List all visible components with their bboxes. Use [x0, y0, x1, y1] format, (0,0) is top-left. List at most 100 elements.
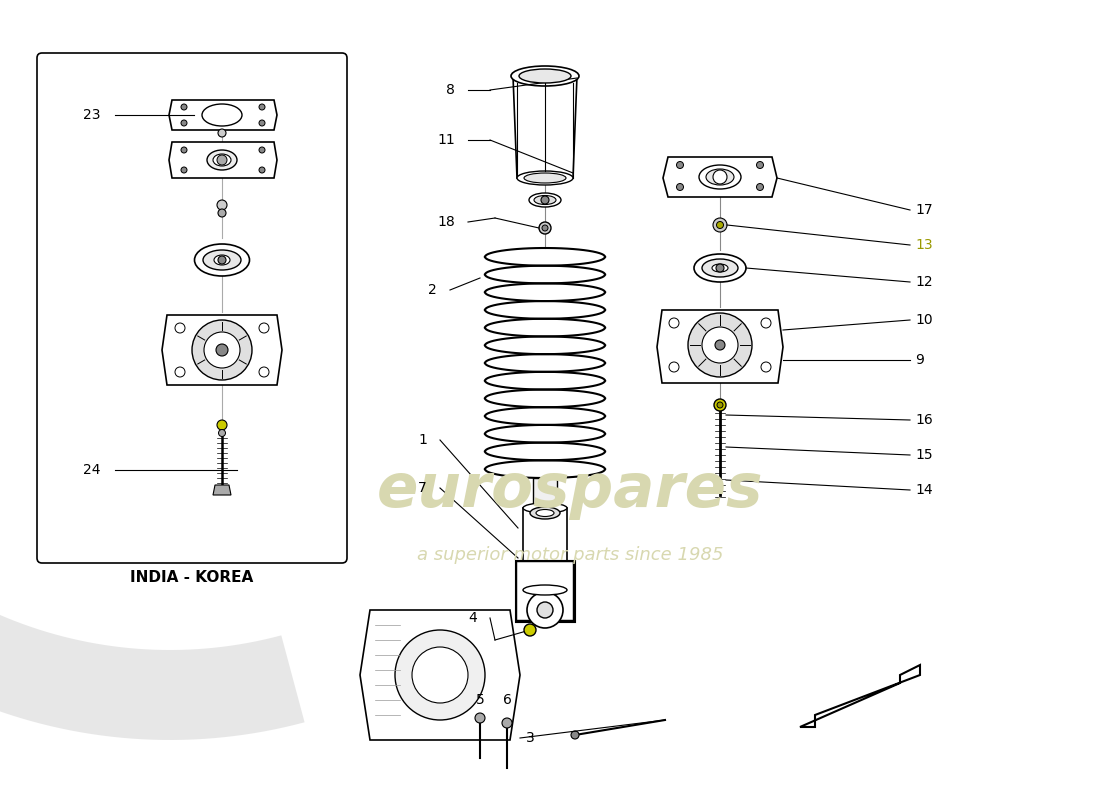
Text: 11: 11: [438, 133, 455, 147]
Text: 9: 9: [915, 353, 924, 367]
Circle shape: [218, 256, 226, 264]
Text: 18: 18: [438, 215, 455, 229]
Circle shape: [258, 104, 265, 110]
Circle shape: [761, 318, 771, 328]
Circle shape: [714, 399, 726, 411]
Circle shape: [761, 362, 771, 372]
Circle shape: [716, 264, 724, 272]
Ellipse shape: [195, 244, 250, 276]
Circle shape: [182, 147, 187, 153]
Circle shape: [717, 402, 723, 408]
Text: 8: 8: [447, 83, 455, 97]
Circle shape: [218, 209, 226, 217]
Text: 1: 1: [418, 433, 427, 447]
Text: 2: 2: [428, 283, 437, 297]
Text: 23: 23: [82, 108, 100, 122]
Circle shape: [182, 104, 187, 110]
Circle shape: [757, 183, 763, 190]
Circle shape: [182, 120, 187, 126]
Circle shape: [669, 318, 679, 328]
Ellipse shape: [202, 104, 242, 126]
Circle shape: [258, 367, 270, 377]
Ellipse shape: [694, 254, 746, 282]
Circle shape: [716, 222, 724, 229]
Circle shape: [258, 120, 265, 126]
Ellipse shape: [204, 250, 241, 270]
Circle shape: [217, 155, 227, 165]
Ellipse shape: [529, 193, 561, 207]
Ellipse shape: [524, 173, 567, 183]
Circle shape: [713, 218, 727, 232]
Polygon shape: [534, 478, 557, 508]
Circle shape: [475, 713, 485, 723]
Ellipse shape: [536, 510, 554, 517]
Text: 10: 10: [915, 313, 933, 327]
Ellipse shape: [706, 169, 734, 185]
Ellipse shape: [213, 154, 231, 166]
Circle shape: [258, 167, 265, 173]
Text: 7: 7: [418, 481, 427, 495]
Text: 3: 3: [526, 731, 535, 745]
Polygon shape: [522, 508, 566, 590]
Polygon shape: [169, 100, 277, 130]
Ellipse shape: [214, 255, 230, 265]
Circle shape: [217, 420, 227, 430]
Circle shape: [713, 170, 727, 184]
Text: a superior motor parts since 1985: a superior motor parts since 1985: [417, 546, 724, 564]
Circle shape: [537, 602, 553, 618]
Circle shape: [541, 196, 549, 204]
Polygon shape: [513, 76, 578, 178]
Polygon shape: [657, 310, 783, 383]
Ellipse shape: [712, 264, 728, 272]
Circle shape: [218, 129, 226, 137]
Ellipse shape: [517, 171, 573, 185]
Polygon shape: [360, 610, 520, 740]
Circle shape: [258, 323, 270, 333]
Circle shape: [395, 630, 485, 720]
Circle shape: [219, 430, 225, 437]
Circle shape: [527, 592, 563, 628]
Circle shape: [217, 200, 227, 210]
Circle shape: [757, 162, 763, 169]
Text: 6: 6: [503, 693, 512, 707]
Ellipse shape: [702, 259, 738, 277]
Circle shape: [688, 313, 752, 377]
Ellipse shape: [534, 195, 556, 205]
Circle shape: [676, 183, 683, 190]
Circle shape: [412, 647, 468, 703]
Circle shape: [204, 332, 240, 368]
Ellipse shape: [207, 150, 236, 170]
Text: 24: 24: [82, 463, 100, 477]
Polygon shape: [169, 142, 277, 178]
Circle shape: [539, 222, 551, 234]
Circle shape: [676, 162, 683, 169]
Text: 13: 13: [915, 238, 933, 252]
Circle shape: [192, 320, 252, 380]
Circle shape: [502, 718, 512, 728]
Ellipse shape: [522, 503, 566, 513]
Text: 17: 17: [915, 203, 933, 217]
Polygon shape: [0, 0, 430, 740]
Text: 5: 5: [475, 693, 484, 707]
Text: 4: 4: [469, 611, 477, 625]
Circle shape: [669, 362, 679, 372]
Circle shape: [216, 344, 228, 356]
Polygon shape: [162, 315, 282, 385]
Ellipse shape: [530, 507, 560, 519]
Polygon shape: [663, 157, 777, 197]
Text: 12: 12: [915, 275, 933, 289]
Circle shape: [542, 225, 548, 231]
Circle shape: [524, 624, 536, 636]
Polygon shape: [213, 485, 231, 495]
Circle shape: [258, 147, 265, 153]
Polygon shape: [800, 665, 920, 727]
Ellipse shape: [519, 69, 571, 83]
Circle shape: [182, 167, 187, 173]
Ellipse shape: [522, 585, 566, 595]
FancyBboxPatch shape: [37, 53, 346, 563]
Circle shape: [715, 340, 725, 350]
Text: INDIA - KOREA: INDIA - KOREA: [131, 570, 254, 586]
Circle shape: [175, 323, 185, 333]
Circle shape: [702, 327, 738, 363]
Text: eurospares: eurospares: [376, 461, 763, 519]
